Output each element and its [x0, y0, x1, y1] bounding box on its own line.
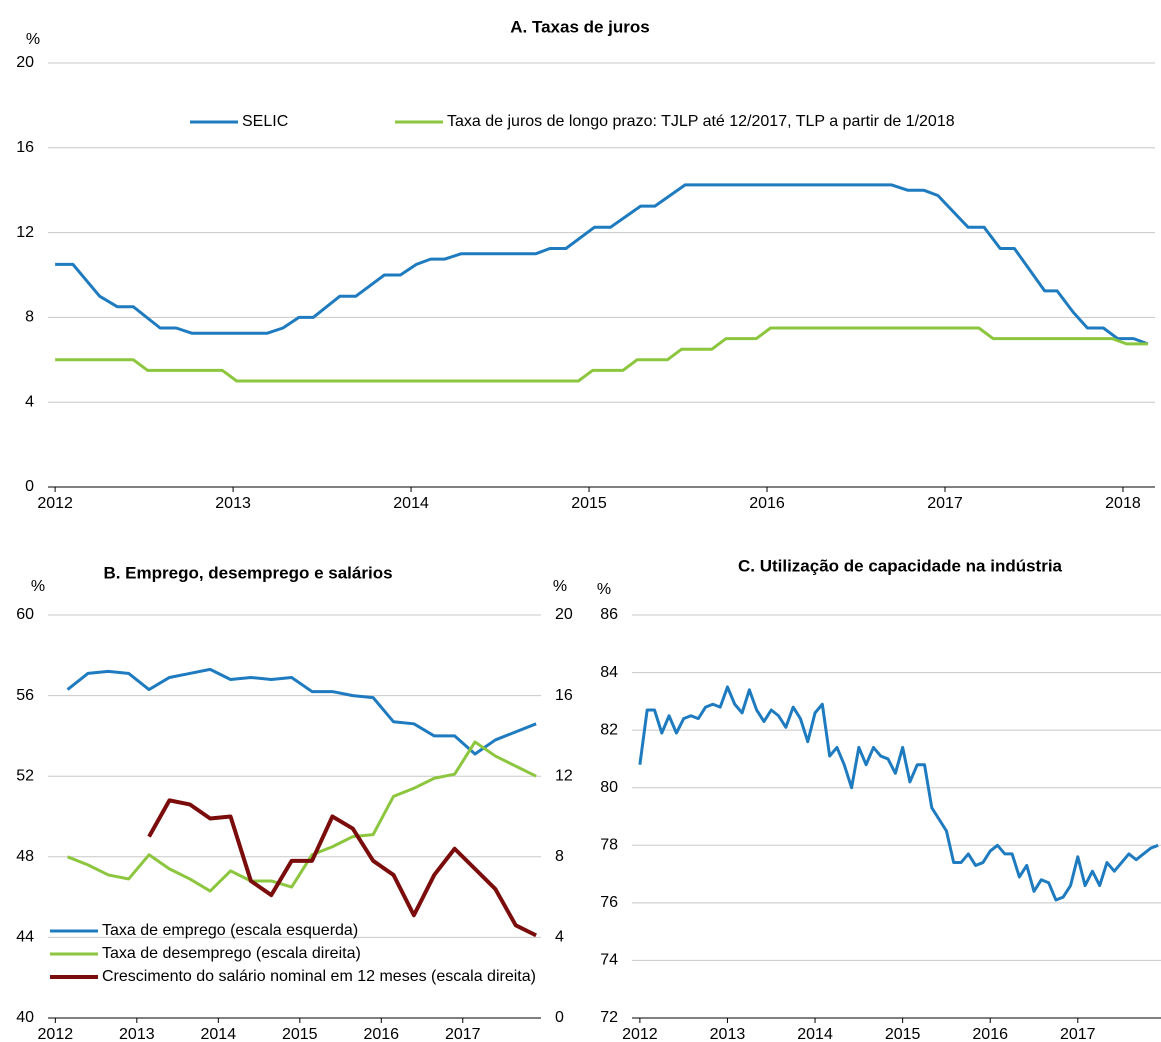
y-tick-label: 12 [16, 224, 34, 241]
x-tick-label: 2015 [282, 1026, 318, 1042]
series-line [55, 326, 1148, 383]
y-tick-label: 0 [25, 478, 34, 495]
y-tick-label: 44 [16, 929, 34, 946]
y-tick-label: 20 [16, 54, 34, 71]
series-line [638, 685, 1159, 902]
x-tick-label: 2013 [215, 495, 251, 512]
x-tick-label: 2016 [363, 1026, 399, 1042]
y2-tick-label: 20 [555, 606, 573, 623]
x-tick-label: 2014 [797, 1026, 833, 1042]
x-tick-label: 2012 [38, 1026, 74, 1042]
chart-title: B. Emprego, desemprego e salários [103, 563, 392, 582]
x-tick-label: 2014 [393, 495, 429, 512]
x-tick-label: 2012 [37, 495, 73, 512]
x-tick-label: 2013 [119, 1026, 155, 1042]
y-tick-label: 84 [600, 664, 618, 681]
y-tick-label: 16 [16, 139, 34, 156]
series-line [147, 798, 537, 938]
legend-label: Taxa de desemprego (escala direita) [102, 945, 361, 962]
y-tick-label: 8 [25, 309, 34, 326]
y-tick-label: 80 [600, 779, 618, 796]
x-tick-label: 2016 [972, 1026, 1008, 1042]
y2-tick-label: 12 [555, 767, 573, 784]
chart-title: A. Taxas de juros [510, 17, 650, 36]
legend-label: Taxa de emprego (escala esquerda) [102, 922, 358, 939]
x-tick-label: 2015 [571, 495, 607, 512]
y-tick-label: 72 [600, 1009, 618, 1026]
y2-tick-label: 0 [555, 1009, 564, 1026]
y-tick-label: 52 [16, 767, 34, 784]
y-tick-label: 48 [16, 848, 34, 865]
y-tick-label: 74 [600, 952, 618, 969]
x-tick-label: 2015 [885, 1026, 921, 1042]
y-tick-label: 76 [600, 894, 618, 911]
x-tick-label: 2013 [710, 1026, 746, 1042]
series-line [55, 183, 1149, 346]
y-tick-label: 82 [600, 721, 618, 738]
y-tick-label: 78 [600, 837, 618, 854]
y2-axis-label: % [553, 578, 567, 595]
legend-label: SELIC [242, 113, 288, 130]
y-axis-label: % [26, 31, 40, 48]
series-line [67, 740, 537, 893]
x-tick-label: 2018 [1105, 495, 1141, 512]
y-tick-label: 56 [16, 687, 34, 704]
y2-tick-label: 8 [555, 848, 564, 865]
series-line [66, 667, 537, 756]
x-tick-label: 2017 [445, 1026, 481, 1042]
y-tick-label: 40 [16, 1009, 34, 1026]
chart-title: C. Utilização de capacidade na indústria [738, 556, 1063, 575]
y-tick-label: 86 [600, 606, 618, 623]
x-tick-label: 2016 [749, 495, 785, 512]
y-axis-label: % [597, 581, 611, 598]
x-tick-label: 2017 [927, 495, 963, 512]
x-tick-label: 2017 [1060, 1026, 1096, 1042]
legend-label: Taxa de juros de longo prazo: TJLP até 1… [447, 113, 955, 130]
x-tick-label: 2012 [622, 1026, 658, 1042]
y-axis-label: % [31, 578, 45, 595]
y2-tick-label: 16 [555, 687, 573, 704]
y2-tick-label: 4 [555, 929, 564, 946]
y-tick-label: 60 [16, 606, 34, 623]
legend-label: Crescimento do salário nominal em 12 mes… [102, 968, 536, 985]
x-tick-label: 2014 [201, 1026, 237, 1042]
y-tick-label: 4 [25, 393, 34, 410]
